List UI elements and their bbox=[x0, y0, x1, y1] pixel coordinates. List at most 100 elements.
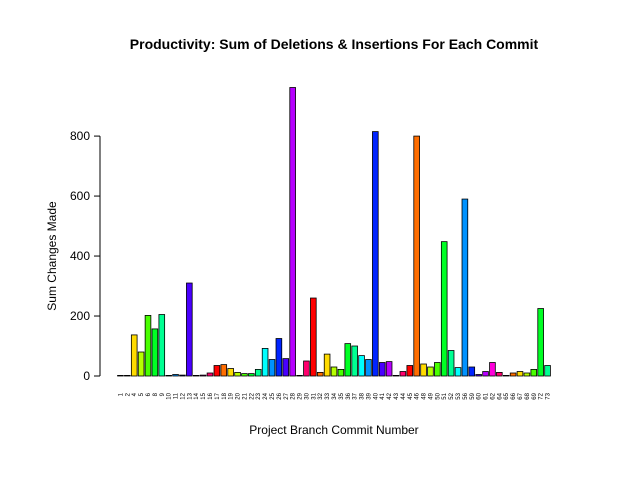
x-tick-label: 40 bbox=[373, 392, 379, 399]
x-tick-label: 9 bbox=[160, 392, 166, 396]
x-tick-label: 23 bbox=[256, 392, 262, 399]
x-tick-label: 53 bbox=[456, 392, 462, 399]
x-tick-label: 34 bbox=[332, 392, 338, 399]
bar bbox=[351, 345, 358, 377]
bar bbox=[489, 362, 496, 377]
bar bbox=[117, 375, 124, 377]
x-tick-label: 5 bbox=[139, 392, 145, 396]
x-tick-label: 42 bbox=[387, 392, 393, 399]
x-tick-label: 39 bbox=[366, 392, 372, 399]
bar bbox=[275, 338, 283, 377]
x-tick-label: 61 bbox=[484, 392, 490, 399]
x-tick-label: 6 bbox=[146, 392, 152, 396]
bar bbox=[144, 315, 152, 377]
x-tick-label: 68 bbox=[525, 392, 531, 399]
bar bbox=[310, 297, 317, 377]
bar bbox=[537, 308, 544, 377]
bar bbox=[502, 375, 510, 377]
x-tick-label: 62 bbox=[490, 392, 496, 399]
x-tick-label: 4 bbox=[132, 392, 138, 396]
bar bbox=[268, 359, 276, 377]
x-tick-label: 73 bbox=[546, 392, 552, 399]
x-tick-label: 10 bbox=[167, 392, 173, 399]
x-tick-label: 60 bbox=[477, 392, 483, 399]
x-tick-label: 52 bbox=[449, 392, 455, 399]
bar bbox=[172, 374, 179, 377]
bar bbox=[330, 366, 338, 377]
x-tick-label: 37 bbox=[353, 392, 359, 399]
x-tick-label: 36 bbox=[346, 392, 352, 399]
bar bbox=[378, 362, 386, 377]
x-tick-label: 49 bbox=[428, 392, 434, 399]
y-tick-label: 0 bbox=[83, 369, 90, 383]
x-tick-label: 33 bbox=[325, 392, 331, 399]
bar bbox=[282, 358, 290, 377]
bar bbox=[254, 369, 262, 377]
x-tick-label: 1 bbox=[118, 392, 124, 396]
y-tick-label: 600 bbox=[70, 189, 90, 203]
x-tick-label: 32 bbox=[318, 392, 324, 399]
x-tick-label: 67 bbox=[518, 392, 524, 399]
x-tick-label: 44 bbox=[401, 392, 407, 399]
x-tick-label: 21 bbox=[242, 392, 248, 399]
bar bbox=[392, 375, 400, 377]
bar bbox=[151, 328, 159, 377]
bar bbox=[248, 373, 255, 377]
bar bbox=[137, 351, 145, 377]
x-tick-label: 14 bbox=[194, 392, 200, 399]
bar bbox=[475, 374, 482, 377]
x-tick-label: 29 bbox=[298, 392, 304, 399]
bar bbox=[427, 366, 434, 377]
bar bbox=[496, 372, 503, 377]
bar bbox=[530, 369, 538, 377]
x-tick-label: 48 bbox=[422, 392, 428, 399]
y-axis-label: Sum Changes Made bbox=[45, 201, 59, 311]
bar bbox=[406, 365, 414, 377]
x-tick-label: 12 bbox=[180, 392, 186, 399]
bar bbox=[399, 371, 407, 377]
bar bbox=[454, 367, 462, 377]
x-tick-label: 26 bbox=[277, 392, 283, 399]
bar bbox=[344, 343, 352, 377]
x-tick-label: 20 bbox=[236, 392, 242, 399]
x-tick-label: 17 bbox=[215, 392, 221, 399]
x-tick-label: 45 bbox=[408, 392, 414, 399]
x-tick-label: 25 bbox=[270, 392, 276, 399]
y-tick-label: 800 bbox=[70, 129, 90, 143]
bar bbox=[241, 373, 248, 377]
x-tick-label: 69 bbox=[532, 392, 538, 399]
x-tick-label: 22 bbox=[249, 392, 255, 399]
bar bbox=[516, 371, 524, 377]
bar bbox=[186, 282, 193, 377]
x-tick-label: 59 bbox=[470, 392, 476, 399]
x-tick-label: 31 bbox=[311, 392, 317, 399]
bar bbox=[303, 360, 310, 377]
x-tick-label: 51 bbox=[442, 392, 448, 399]
bar bbox=[385, 361, 393, 377]
x-tick-label: 16 bbox=[208, 392, 214, 399]
x-tick-label: 2 bbox=[125, 392, 131, 396]
bar bbox=[509, 372, 517, 377]
bar bbox=[337, 369, 345, 377]
bar bbox=[447, 350, 455, 377]
bar bbox=[213, 365, 221, 377]
x-tick-label: 50 bbox=[435, 392, 441, 399]
bar bbox=[261, 348, 269, 377]
bar bbox=[544, 365, 551, 377]
bar bbox=[192, 375, 200, 377]
chart-title: Productivity: Sum of Deletions & Inserti… bbox=[130, 36, 539, 52]
bar bbox=[165, 375, 172, 377]
bar bbox=[316, 372, 324, 377]
bar bbox=[440, 241, 448, 377]
x-tick-label: 15 bbox=[201, 392, 207, 399]
x-tick-label: 65 bbox=[504, 392, 510, 399]
x-tick-label: 66 bbox=[511, 392, 517, 399]
bar bbox=[434, 362, 441, 377]
x-tick-label: 13 bbox=[187, 392, 193, 399]
x-tick-label: 24 bbox=[263, 392, 269, 399]
x-tick-label: 64 bbox=[497, 392, 503, 399]
bar bbox=[413, 135, 420, 377]
bar bbox=[323, 353, 331, 377]
